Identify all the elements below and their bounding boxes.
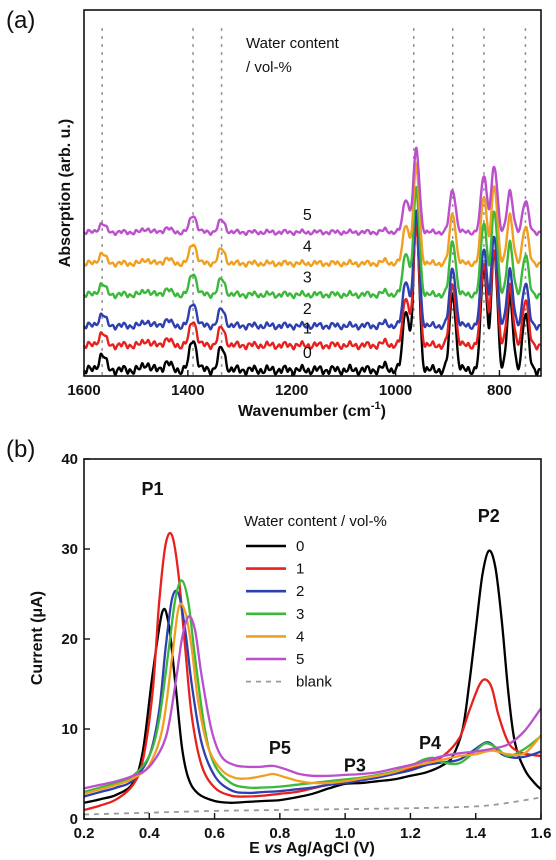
panel-b-y-axis-title-main: Current ( xyxy=(29,617,46,685)
cv-line-blank xyxy=(83,796,542,816)
peak-label-P4: P4 xyxy=(419,733,441,753)
x-tick-label: 1.2 xyxy=(400,825,421,842)
legend-label-3: 3 xyxy=(296,606,304,623)
y-tick-label: 30 xyxy=(61,541,78,558)
spectrum-line-3 xyxy=(83,185,542,300)
panel-b-y-ticks: 0 10 20 30 40 xyxy=(61,451,90,828)
x-tick-label: 1000 xyxy=(379,382,412,399)
panel-b-letter: (b) xyxy=(6,436,35,463)
peak-label-P1: P1 xyxy=(142,479,164,499)
panel-a-y-axis-title: Absorption (arb. u.) xyxy=(57,119,74,267)
panel-a-x-axis-title-sup: -1 xyxy=(371,400,381,412)
panel-a-series xyxy=(82,146,542,377)
legend-label-2: 2 xyxy=(296,583,304,600)
panel-b-y-axis-title: Current (μA) xyxy=(29,591,46,685)
y-tick-label: 40 xyxy=(61,451,78,468)
panel-b-legend-title: Water content / vol-% xyxy=(244,513,387,530)
panel-b-x-axis-title: E vs Ag/AgCl (V) xyxy=(249,840,375,857)
x-tick-label: 0.2 xyxy=(74,825,95,842)
panel-a-frame xyxy=(83,9,542,377)
series-label-0: 0 xyxy=(303,345,312,362)
panel-a-x-axis-title-main: Wavenumber (cm xyxy=(238,403,371,420)
panel-b-y-axis-title-close: A) xyxy=(29,591,46,608)
panel-b-x-ticks: 0.2 0.4 0.6 0.8 1.0 1.2 1.4 1.6 xyxy=(74,813,552,842)
cv-line-5 xyxy=(83,615,542,790)
peak-label-P2: P2 xyxy=(478,506,500,526)
y-tick-label: 10 xyxy=(61,721,78,738)
panel-b-x-axis-title-italic: vs xyxy=(264,840,282,857)
cv-line-3 xyxy=(83,579,542,794)
panel-b-x-axis-title-prefix: E xyxy=(249,840,264,857)
spectrum-line-5 xyxy=(83,146,542,237)
x-tick-label: 1.4 xyxy=(465,825,487,842)
x-tick-label: 0.4 xyxy=(139,825,161,842)
panel-b-x-axis-title-suffix: Ag/AgCl (V) xyxy=(282,840,375,857)
panel-a-x-ticks: 1600 1400 1200 1000 800 xyxy=(67,370,512,399)
legend-label-0: 0 xyxy=(296,538,304,555)
peak-label-P5: P5 xyxy=(269,738,291,758)
x-tick-label: 1.6 xyxy=(531,825,552,842)
panel-a-letter: (a) xyxy=(6,7,35,34)
spectrum-line-0 xyxy=(82,215,542,377)
panel-a-x-axis-title: Wavenumber (cm-1) xyxy=(238,400,386,420)
x-tick-label: 1200 xyxy=(275,382,308,399)
series-label-2: 2 xyxy=(303,301,312,318)
cv-line-0 xyxy=(83,549,542,804)
panel-a-series-labels: 0 1 2 3 4 5 xyxy=(303,207,312,362)
series-label-5: 5 xyxy=(303,207,312,224)
spectrum-line-2 xyxy=(83,209,542,331)
x-tick-label: 0.6 xyxy=(204,825,225,842)
x-tick-label: 800 xyxy=(487,382,512,399)
panel-a-legend-title-2: / vol-% xyxy=(246,59,292,76)
series-label-1: 1 xyxy=(303,320,312,337)
legend-label-5: 5 xyxy=(296,651,304,668)
panel-b-series xyxy=(83,531,542,816)
x-tick-label: 1.0 xyxy=(335,825,356,842)
x-tick-label: 1600 xyxy=(67,382,100,399)
panel-b-peak-labels: P1 P2 P3 P4 P5 xyxy=(142,479,500,775)
spectrum-line-4 xyxy=(83,162,542,268)
panel-a-x-axis-title-close: ) xyxy=(381,403,386,420)
panel-b-legend: 0 1 2 3 4 5 blank xyxy=(246,538,332,691)
legend-label-1: 1 xyxy=(296,561,304,578)
x-tick-label: 1400 xyxy=(171,382,204,399)
cv-line-1 xyxy=(83,531,542,812)
legend-label-4: 4 xyxy=(296,628,304,645)
y-tick-label: 20 xyxy=(61,631,78,648)
x-tick-label: 0.8 xyxy=(269,825,290,842)
series-label-4: 4 xyxy=(303,238,312,255)
series-label-3: 3 xyxy=(303,270,312,287)
cv-line-4 xyxy=(83,602,542,795)
panel-a: (a) 1600 1400 1200 1000 800 Water content / … xyxy=(6,7,542,420)
spectrum-line-1 xyxy=(83,221,542,351)
panel-b-y-axis-title-mu: μ xyxy=(29,608,46,618)
y-tick-label: 0 xyxy=(70,811,78,828)
panel-a-legend-title-1: Water content xyxy=(246,35,340,52)
peak-label-P3: P3 xyxy=(344,755,366,775)
legend-label-blank: blank xyxy=(296,674,332,691)
